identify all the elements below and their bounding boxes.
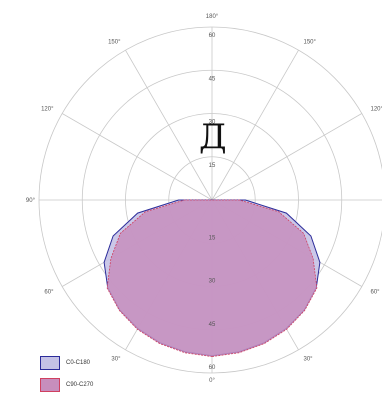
- legend-swatch-c90-c270: [40, 378, 60, 392]
- angle-label-180: 180°: [206, 14, 219, 20]
- spoke-120-left: [62, 114, 212, 201]
- legend-label-c90-c270: C90-C270: [66, 382, 93, 388]
- angle-label-60-right: 60°: [371, 290, 381, 296]
- radial-label-bottom-45: 45: [209, 322, 216, 328]
- spoke-120-right: [212, 114, 362, 201]
- legend-item-c0-c180: C0-C180: [40, 354, 93, 372]
- radial-label-top-45: 45: [209, 76, 216, 82]
- angle-label-150-left: 150°: [108, 40, 121, 46]
- legend-item-c90-c270: C90-C270: [40, 376, 93, 394]
- legend: C0-C180 C90-C270: [40, 354, 93, 398]
- angle-label-150-right: 150°: [304, 40, 317, 46]
- angle-label-60-left: 60°: [44, 290, 54, 296]
- legend-swatch-c0-c180: [40, 356, 60, 370]
- angle-label-120-left: 120°: [41, 107, 54, 113]
- angle-label-30-left: 30°: [111, 357, 121, 363]
- angle-label-30-right: 30°: [304, 357, 314, 363]
- radial-label-top-15: 15: [209, 163, 216, 169]
- angle-label-0: 0°: [209, 378, 215, 384]
- angle-label-120-right: 120°: [371, 107, 382, 113]
- legend-label-c0-c180: C0-C180: [66, 360, 90, 366]
- chart-symbol: Д: [199, 117, 227, 157]
- radial-label-bottom-15: 15: [209, 235, 216, 241]
- radial-label-bottom-60: 60: [209, 365, 216, 371]
- radial-label-bottom-30: 30: [209, 279, 216, 285]
- radial-label-top-60: 60: [209, 33, 216, 39]
- angle-label-90-left: 90°: [26, 198, 36, 204]
